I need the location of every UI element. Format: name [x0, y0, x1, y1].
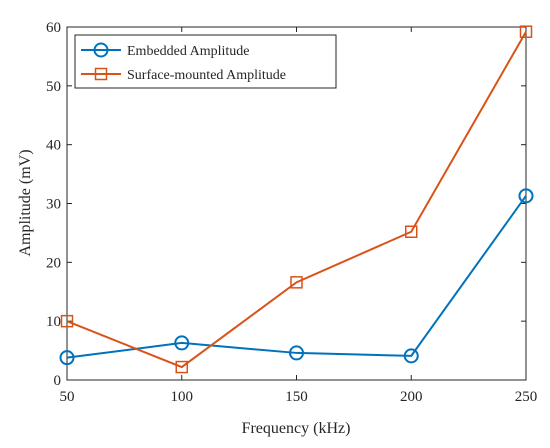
surface-mounted-point [519, 25, 533, 38]
embedded-point [403, 348, 419, 364]
embedded-point [518, 188, 534, 204]
y-tick-label: 0 [54, 373, 62, 389]
legend-marker-surface-mounted [94, 67, 108, 81]
x-tick-label: 100 [171, 389, 194, 405]
y-tick-label: 20 [46, 255, 61, 271]
embedded-point [174, 335, 190, 351]
surface-mounted-series-line [66, 31, 527, 369]
surface-mounted-point [290, 276, 303, 289]
y-axis-title: Amplitude (mV) [17, 149, 34, 256]
legend-box [74, 34, 337, 89]
y-tick-label: 40 [46, 138, 61, 154]
legend-label-embedded: Embedded Amplitude [127, 44, 249, 59]
legend-label-surface-mounted: Surface-mounted Amplitude [127, 68, 286, 83]
surface-mounted-point [175, 360, 188, 374]
embedded-series-line [66, 195, 527, 359]
y-tick-label: 30 [46, 197, 61, 213]
surface-mounted-point [60, 314, 74, 328]
y-tick-label: 60 [46, 20, 61, 36]
legend-marker-embedded [93, 42, 109, 58]
legend: Embedded Amplitude Surface-mounted Amplit… [74, 34, 337, 89]
embedded-point [59, 350, 75, 366]
surface-mounted-point [405, 225, 418, 238]
embedded-point [289, 345, 304, 361]
x-tick-label: 50 [60, 389, 75, 405]
y-tick-label: 10 [46, 314, 61, 330]
x-tick-label: 150 [285, 389, 308, 405]
x-tick-label: 200 [400, 389, 423, 405]
x-axis-title: Frequency (kHz) [242, 420, 351, 437]
y-tick-label: 50 [46, 79, 61, 95]
x-tick-label: 250 [515, 389, 538, 405]
